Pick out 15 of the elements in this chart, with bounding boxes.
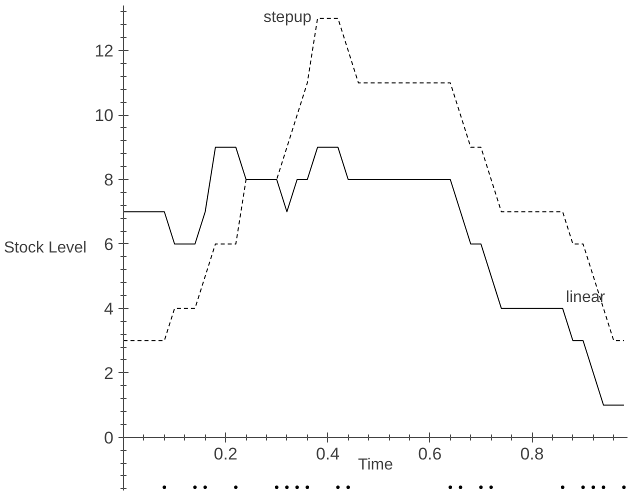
x-axis-title: Time bbox=[358, 456, 394, 474]
y-tick-label: 6 bbox=[104, 234, 114, 254]
y-tick-label: 0 bbox=[104, 428, 114, 448]
annotation: linear bbox=[566, 289, 606, 306]
x-tick-label: 0.2 bbox=[214, 444, 238, 464]
y-tick-label: 8 bbox=[104, 170, 114, 190]
y-tick-label: 12 bbox=[94, 42, 114, 61]
x-tick-label: 0.8 bbox=[520, 444, 544, 464]
x-tick-label: 0.4 bbox=[316, 444, 340, 464]
y-axis-title: Stock Level bbox=[4, 240, 87, 256]
y-tick-label: 4 bbox=[104, 299, 114, 318]
y-tick-label: 2 bbox=[104, 364, 114, 383]
y-tick-label: 10 bbox=[94, 106, 114, 126]
x-tick-label: 0.6 bbox=[418, 444, 442, 464]
annotation: stepup bbox=[263, 9, 312, 26]
